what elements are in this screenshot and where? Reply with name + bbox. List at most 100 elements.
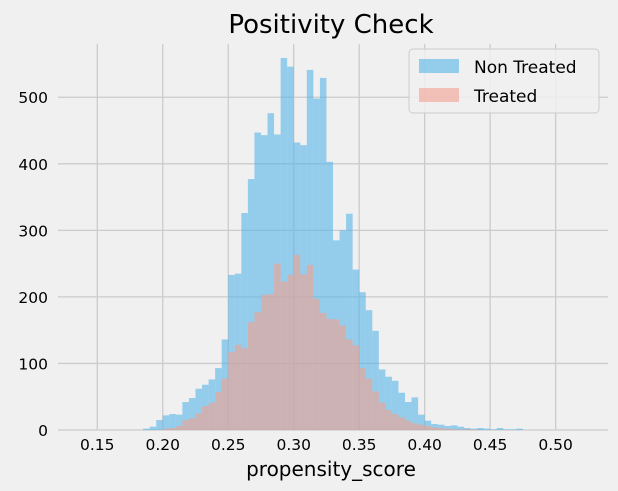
x-tick-label: 0.20 (146, 436, 181, 454)
treated-bar (398, 417, 406, 430)
treated-bar (254, 312, 261, 430)
non-treated-bar (260, 135, 268, 431)
y-axis-ticks: 0 100 200 300 400 500 (18, 89, 48, 440)
legend-label-treated: Treated (473, 87, 537, 107)
non-treated-bar (378, 369, 386, 430)
x-tick-label: 0.40 (407, 436, 442, 454)
treated-bar (260, 294, 268, 430)
non-treated-bar (516, 428, 523, 430)
treated-bar (162, 428, 170, 430)
treated-bar (326, 318, 333, 430)
treated-bar (300, 274, 307, 430)
x-tick-label: 0.30 (276, 436, 311, 454)
non-treated-bar (241, 213, 248, 430)
treated-bar (411, 423, 419, 430)
non-treated-bar (411, 397, 419, 430)
non-treated-bar (365, 310, 373, 430)
treated-bar (267, 294, 275, 430)
non-treated-bar (450, 425, 458, 430)
treated-bar (385, 410, 392, 430)
treated-bar (444, 428, 451, 430)
treated-bar (287, 274, 294, 430)
treated-bar (450, 429, 458, 430)
treated-bar (169, 428, 176, 430)
treated-bar (418, 424, 425, 430)
treated-bar (365, 378, 373, 430)
non-treated-bar (188, 398, 196, 430)
treated-bar (405, 420, 412, 430)
non-treated-bar (457, 426, 464, 430)
non-treated-bar (437, 424, 445, 430)
y-tick-label: 400 (18, 156, 48, 174)
treated-bar (352, 345, 360, 430)
treated-bar (228, 352, 235, 430)
y-tick-label: 500 (18, 89, 48, 107)
treated-bar (319, 312, 327, 430)
non-treated-bar (287, 66, 294, 430)
non-treated-bar (313, 98, 320, 430)
treated-bar (470, 429, 478, 430)
treated-bar (463, 429, 471, 430)
non-treated-bar (463, 428, 471, 430)
non-treated-bar (509, 429, 517, 430)
non-treated-bar (483, 428, 491, 430)
non-treated-bar (346, 213, 353, 430)
treated-bar (195, 413, 203, 430)
non-treated-bar (247, 179, 255, 430)
chart-title: Positivity Check (228, 10, 433, 40)
treated-bar (306, 264, 314, 430)
non-treated-bar (372, 330, 379, 430)
treated-bar (247, 322, 255, 430)
non-treated-bar (444, 426, 451, 430)
treated-bar (346, 339, 353, 430)
non-treated-bar (359, 292, 366, 430)
non-treated-bar (162, 415, 170, 430)
x-axis-label: propensity_score (246, 457, 416, 481)
treated-bar (215, 392, 222, 430)
x-axis-ticks: 0.15 0.20 0.25 0.30 0.35 0.40 0.45 0.50 (80, 436, 573, 454)
non-treated-bar (391, 380, 399, 430)
non-treated-bar (503, 429, 510, 430)
non-treated-bar (143, 428, 150, 430)
non-treated-bar (477, 428, 484, 430)
treated-bar (424, 426, 432, 430)
non-treated-bar (280, 57, 288, 430)
non-treated-bar (156, 420, 163, 430)
treated-bar (274, 263, 281, 430)
x-tick-label: 0.25 (211, 436, 246, 454)
non-treated-bar (418, 414, 425, 430)
treated-bar (221, 378, 229, 430)
non-treated-bar (195, 388, 203, 430)
treated-bar (175, 426, 183, 430)
treated-bar (372, 391, 379, 430)
non-treated-bar (398, 392, 406, 430)
non-treated-bar (490, 429, 497, 430)
non-treated-bar (169, 414, 176, 430)
non-treated-bar (319, 77, 327, 430)
legend-label-non-treated: Non Treated (474, 58, 577, 78)
non-treated-bar (405, 402, 412, 430)
y-tick-label: 0 (38, 422, 48, 440)
non-treated-bar (182, 402, 189, 430)
treated-bar (378, 402, 386, 430)
legend-swatch-treated (419, 88, 459, 102)
non-treated-bar (306, 69, 314, 430)
treated-bar (182, 420, 189, 430)
treated-bar (202, 406, 209, 430)
treated-bar (437, 428, 445, 430)
treated-bar (241, 348, 248, 430)
treated-bar (359, 368, 366, 430)
x-tick-label: 0.50 (538, 436, 573, 454)
treated-bar (280, 281, 288, 430)
treated-bar (333, 319, 340, 430)
treated-bar (313, 298, 320, 430)
non-treated-bar (149, 426, 157, 430)
non-treated-bar (496, 428, 504, 430)
treated-bar (208, 402, 216, 430)
treated-bar (339, 325, 347, 430)
non-treated-bar (175, 414, 183, 430)
non-treated-bar (326, 161, 333, 430)
treated-bar (234, 344, 242, 430)
treated-bar (391, 414, 399, 430)
